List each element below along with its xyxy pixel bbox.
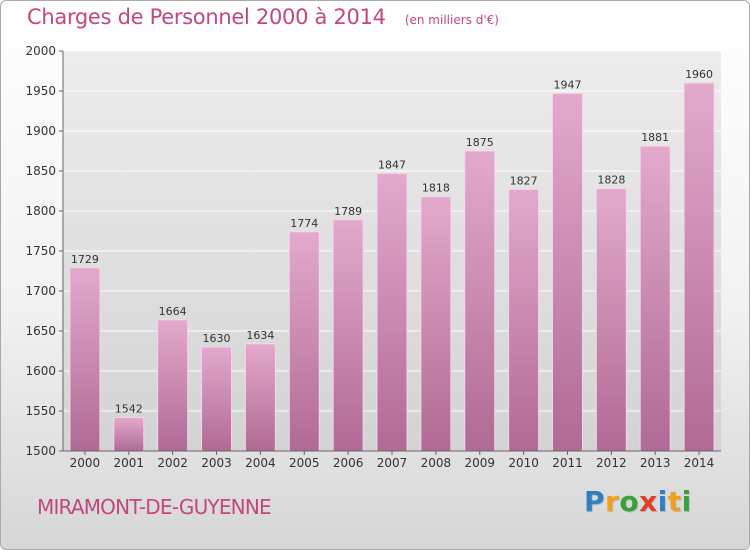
y-tick-label: 1600 [25,364,56,378]
logo-letter: t [667,485,682,518]
logo-letter: r [605,485,620,518]
x-tick-label: 2007 [377,456,408,470]
bar-value-label: 1774 [290,217,318,230]
chart-subtitle: (en milliers d'€) [404,13,499,27]
x-tick-label: 2008 [421,456,452,470]
chart-title-block: Charges de Personnel 2000 à 2014 (en mil… [27,5,499,29]
bar [288,231,320,452]
bar-value-label: 1630 [203,332,231,345]
bar [244,343,276,452]
y-tick-label: 1900 [25,124,56,138]
y-tick-label: 1950 [25,84,56,98]
y-tick-label: 1500 [25,444,56,458]
y-tick-label: 1800 [25,204,56,218]
x-tick-label: 2000 [70,456,101,470]
x-tick-label: 2014 [684,456,715,470]
chart-title: Charges de Personnel 2000 à 2014 [27,5,386,29]
bar [201,346,233,452]
x-tick-label: 2009 [464,456,495,470]
bar-value-label: 1664 [159,305,187,318]
x-tick-label: 2005 [289,456,320,470]
bar [639,145,671,452]
x-tick-label: 2013 [640,456,671,470]
x-tick-label: 2011 [552,456,583,470]
x-tick-label: 2006 [333,456,364,470]
x-tick-label: 2001 [114,456,145,470]
x-tick-label: 2012 [596,456,627,470]
bar-value-label: 1634 [246,329,274,342]
y-tick-label: 1550 [25,404,56,418]
y-tick-label: 1650 [25,324,56,338]
bar [157,319,189,452]
logo-letter: i [657,485,668,518]
x-tick-label: 2010 [508,456,539,470]
bar [69,267,101,452]
y-tick-label: 1700 [25,284,56,298]
bar-value-label: 1542 [115,402,143,415]
bar [551,92,583,452]
bar-value-label: 1960 [685,68,713,81]
bar [464,150,496,452]
bar-value-label: 1875 [466,136,494,149]
bar-value-label: 1828 [597,174,625,187]
bar [332,219,364,452]
bar-value-label: 1818 [422,182,450,195]
bar-value-label: 1847 [378,158,406,171]
y-tick-label: 1850 [25,164,56,178]
bar [508,188,540,452]
bar [113,416,145,452]
bar-value-label: 1827 [510,174,538,187]
y-tick-label: 2000 [25,44,56,58]
bar-value-label: 1947 [553,78,581,91]
bar [595,188,627,452]
logo-letter: x [639,485,658,518]
x-tick-label: 2003 [201,456,232,470]
logo-letter: o [619,485,640,518]
town-name: MIRAMONT-DE-GUYENNE [37,495,272,519]
bar-value-label: 1789 [334,205,362,218]
proxiti-logo: Proxiti [584,485,692,518]
y-tick-label: 1750 [25,244,56,258]
bar-value-label: 1881 [641,131,669,144]
bar [683,82,715,452]
bar [376,172,408,452]
bar [420,196,452,452]
logo-letter: i [681,485,692,518]
logo-letter: P [584,485,606,518]
x-tick-label: 2002 [157,456,188,470]
x-tick-label: 2004 [245,456,276,470]
bar-value-label: 1729 [71,253,99,266]
